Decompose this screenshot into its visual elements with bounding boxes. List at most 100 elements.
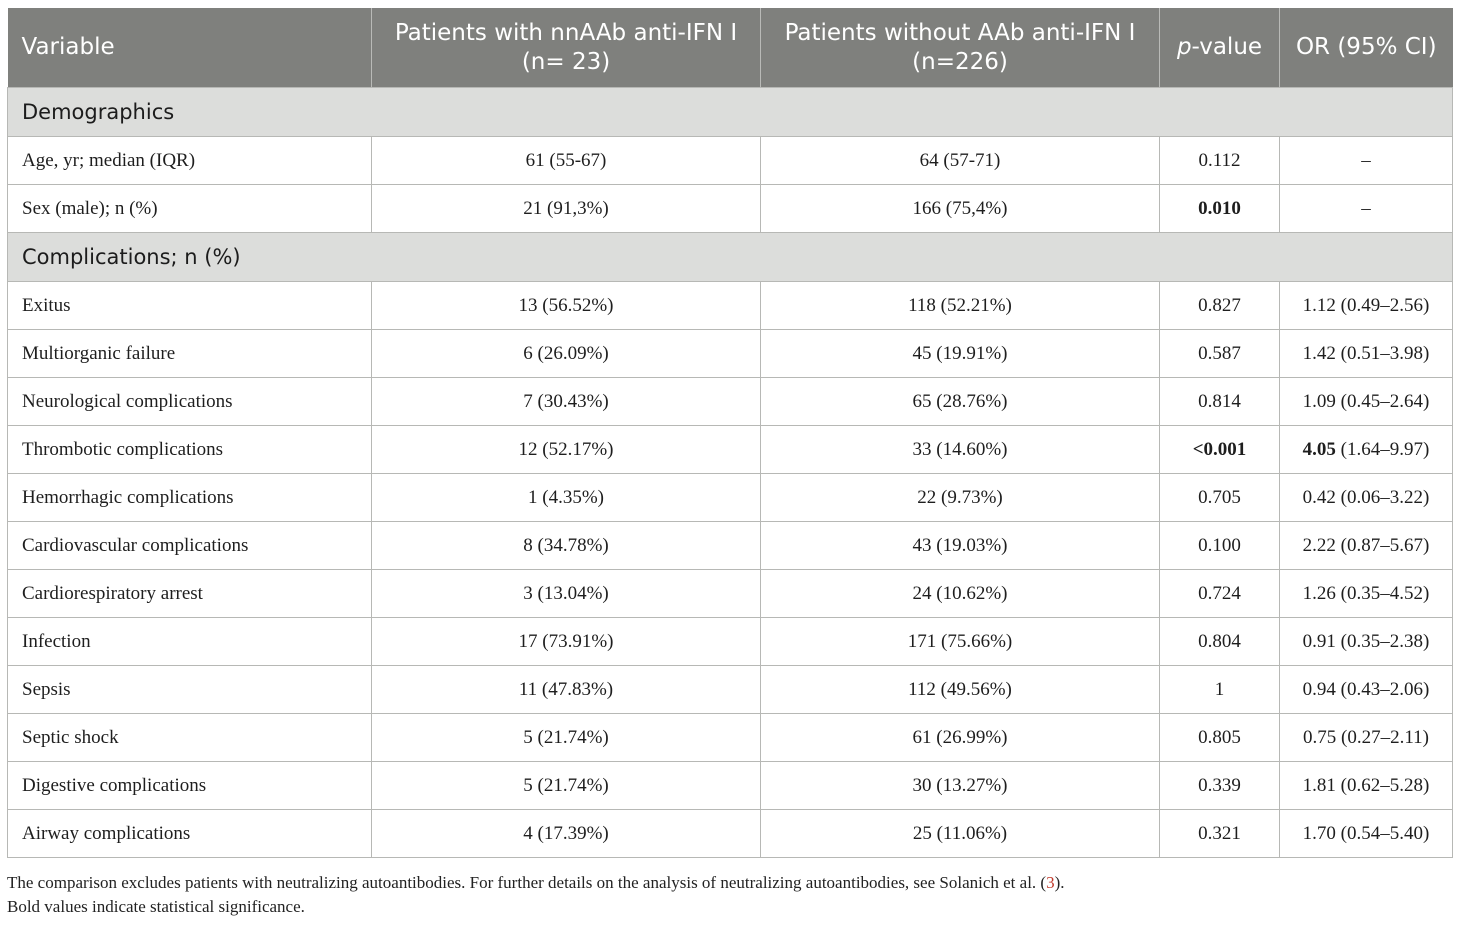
cell-group-with-nnaab: 17 (73.91%) bbox=[371, 617, 761, 666]
cell-pvalue-significant: 0.010 bbox=[1159, 184, 1280, 233]
cell-pvalue: 0.587 bbox=[1159, 329, 1280, 378]
section-demographics: Demographics bbox=[7, 87, 1453, 137]
row-label: Age, yr; median (IQR) bbox=[7, 136, 372, 185]
cell-odds-ratio: 0.91 (0.35–2.38) bbox=[1279, 617, 1453, 666]
table-row: Cardiovascular complications 8 (34.78%) 43… bbox=[7, 521, 1453, 570]
row-label: Multiorganic failure bbox=[7, 329, 372, 378]
cell-group-without-aab: 30 (13.27%) bbox=[760, 761, 1160, 810]
table-row: Hemorrhagic complications 1 (4.35%) 22 (9.… bbox=[7, 473, 1453, 522]
cell-group-with-nnaab: 5 (21.74%) bbox=[371, 761, 761, 810]
odds-ratio-value: 0.94 (0.43–2.06) bbox=[1302, 678, 1430, 700]
cell-group-without-aab: 166 (75,4%) bbox=[760, 184, 1160, 233]
cell-pvalue: 0.339 bbox=[1159, 761, 1280, 810]
cell-odds-ratio: 1.81 (0.62–5.28) bbox=[1279, 761, 1453, 810]
cell-pvalue: 0.814 bbox=[1159, 377, 1280, 426]
odds-ratio-value: 0.75 (0.27–2.11) bbox=[1303, 726, 1429, 748]
cell-pvalue: 0.805 bbox=[1159, 713, 1280, 762]
odds-ratio-value: 0.42 (0.06–3.22) bbox=[1302, 486, 1430, 508]
odds-ratio-value: 1.26 (0.35–4.52) bbox=[1302, 582, 1430, 604]
table-row: Exitus 13 (56.52%) 118 (52.21%) 0.827 1.12 (… bbox=[7, 281, 1453, 330]
table-row: Thrombotic complications 12 (52.17%) 33 (1… bbox=[7, 425, 1453, 474]
header-group-without-aab-line1: Patients without AAb anti-IFN I bbox=[784, 19, 1136, 46]
reference-link[interactable]: 3 bbox=[1046, 873, 1055, 892]
cell-pvalue: 1 bbox=[1159, 665, 1280, 714]
cell-group-with-nnaab: 5 (21.74%) bbox=[371, 713, 761, 762]
table-row: Airway complications 4 (17.39%) 25 (11.06%… bbox=[7, 809, 1453, 858]
cell-group-without-aab: 43 (19.03%) bbox=[760, 521, 1160, 570]
cell-group-without-aab: 171 (75.66%) bbox=[760, 617, 1160, 666]
row-label: Exitus bbox=[7, 281, 372, 330]
table-footnotes: The comparison excludes patients with ne… bbox=[7, 871, 1065, 919]
cell-group-with-nnaab: 4 (17.39%) bbox=[371, 809, 761, 858]
table-row: Digestive complications 5 (21.74%) 30 (13.… bbox=[7, 761, 1453, 810]
cell-group-with-nnaab: 12 (52.17%) bbox=[371, 425, 761, 474]
row-label: Sepsis bbox=[7, 665, 372, 714]
cell-pvalue: 0.804 bbox=[1159, 617, 1280, 666]
cell-group-without-aab: 22 (9.73%) bbox=[760, 473, 1160, 522]
cell-odds-ratio: 1.42 (0.51–3.98) bbox=[1279, 329, 1453, 378]
cell-group-without-aab: 33 (14.60%) bbox=[760, 425, 1160, 474]
odds-ratio-value: 0.91 (0.35–2.38) bbox=[1302, 630, 1430, 652]
row-label: Cardiovascular complications bbox=[7, 521, 372, 570]
table-row: Multiorganic failure 6 (26.09%) 45 (19.91%… bbox=[7, 329, 1453, 378]
row-label: Sex (male); n (%) bbox=[7, 184, 372, 233]
cell-odds-ratio: 0.75 (0.27–2.11) bbox=[1279, 713, 1453, 762]
cell-odds-ratio: 0.94 (0.43–2.06) bbox=[1279, 665, 1453, 714]
cell-group-without-aab: 65 (28.76%) bbox=[760, 377, 1160, 426]
cell-pvalue: 0.112 bbox=[1159, 136, 1280, 185]
table-row: Neurological complications 7 (30.43%) 65 (… bbox=[7, 377, 1453, 426]
cell-pvalue: 0.827 bbox=[1159, 281, 1280, 330]
cell-group-with-nnaab: 61 (55-67) bbox=[371, 136, 761, 185]
cell-odds-ratio: – bbox=[1279, 136, 1453, 185]
cell-pvalue-significant: <0.001 bbox=[1159, 425, 1280, 474]
table-row: Sex (male); n (%) 21 (91,3%) 166 (75,4%)… bbox=[7, 184, 1453, 233]
cell-group-without-aab: 45 (19.91%) bbox=[760, 329, 1160, 378]
odds-ratio-value: 2.22 (0.87–5.67) bbox=[1302, 534, 1430, 556]
header-variable: Variable bbox=[7, 8, 372, 88]
cell-group-without-aab: 64 (57-71) bbox=[760, 136, 1160, 185]
cell-odds-ratio: 4.05 (1.64–9.97) bbox=[1279, 425, 1453, 474]
section-label: Demographics bbox=[7, 87, 1453, 137]
row-label: Thrombotic complications bbox=[7, 425, 372, 474]
cell-group-without-aab: 112 (49.56%) bbox=[760, 665, 1160, 714]
footnote-line-1: The comparison excludes patients with ne… bbox=[7, 871, 1065, 895]
header-group-with-nnaab-line1: Patients with nnAAb anti-IFN I bbox=[394, 19, 738, 46]
header-odds-ratio: OR (95% CI) bbox=[1279, 8, 1453, 88]
row-label: Digestive complications bbox=[7, 761, 372, 810]
odds-ratio-value: 1.81 (0.62–5.28) bbox=[1302, 774, 1430, 796]
results-table-container: Variable Patients with nnAAb anti-IFN I … bbox=[7, 8, 1453, 858]
cell-odds-ratio: 2.22 (0.87–5.67) bbox=[1279, 521, 1453, 570]
cell-pvalue: 0.100 bbox=[1159, 521, 1280, 570]
cell-group-with-nnaab: 11 (47.83%) bbox=[371, 665, 761, 714]
cell-odds-ratio: 1.70 (0.54–5.40) bbox=[1279, 809, 1453, 858]
row-label: Infection bbox=[7, 617, 372, 666]
cell-odds-ratio: 0.42 (0.06–3.22) bbox=[1279, 473, 1453, 522]
section-label: Complications; n (%) bbox=[7, 232, 1453, 282]
section-complications: Complications; n (%) bbox=[7, 232, 1453, 282]
header-pvalue-italic: p bbox=[1176, 34, 1192, 60]
cell-group-with-nnaab: 21 (91,3%) bbox=[371, 184, 761, 233]
cell-group-without-aab: 118 (52.21%) bbox=[760, 281, 1160, 330]
row-label: Septic shock bbox=[7, 713, 372, 762]
table-row: Sepsis 11 (47.83%) 112 (49.56%) 1 0.94 (0.43… bbox=[7, 665, 1453, 714]
cell-group-without-aab: 24 (10.62%) bbox=[760, 569, 1160, 618]
cell-pvalue: 0.321 bbox=[1159, 809, 1280, 858]
table-row: Cardiorespiratory arrest 3 (13.04%) 24 (10… bbox=[7, 569, 1453, 618]
header-pvalue: p-value bbox=[1159, 8, 1280, 88]
odds-ratio-estimate-significant: 4.05 bbox=[1302, 438, 1336, 460]
results-table: Variable Patients with nnAAb anti-IFN I … bbox=[7, 8, 1453, 858]
row-label: Airway complications bbox=[7, 809, 372, 858]
odds-ratio-value: 1.09 (0.45–2.64) bbox=[1302, 390, 1430, 412]
cell-odds-ratio: – bbox=[1279, 184, 1453, 233]
row-label: Hemorrhagic complications bbox=[7, 473, 372, 522]
table-row: Septic shock 5 (21.74%) 61 (26.99%) 0.805 0.… bbox=[7, 713, 1453, 762]
footnote-text: The comparison excludes patients with ne… bbox=[7, 873, 1047, 892]
header-group-with-nnaab-line2: (n= 23) bbox=[521, 48, 611, 75]
row-label: Cardiorespiratory arrest bbox=[7, 569, 372, 618]
header-group-with-nnaab: Patients with nnAAb anti-IFN I (n= 23) bbox=[371, 8, 761, 88]
cell-group-without-aab: 25 (11.06%) bbox=[760, 809, 1160, 858]
cell-odds-ratio: 1.12 (0.49–2.56) bbox=[1279, 281, 1453, 330]
odds-ratio-value: 1.42 (0.51–3.98) bbox=[1302, 342, 1430, 364]
header-group-without-aab: Patients without AAb anti-IFN I (n=226) bbox=[760, 8, 1160, 88]
cell-group-with-nnaab: 7 (30.43%) bbox=[371, 377, 761, 426]
